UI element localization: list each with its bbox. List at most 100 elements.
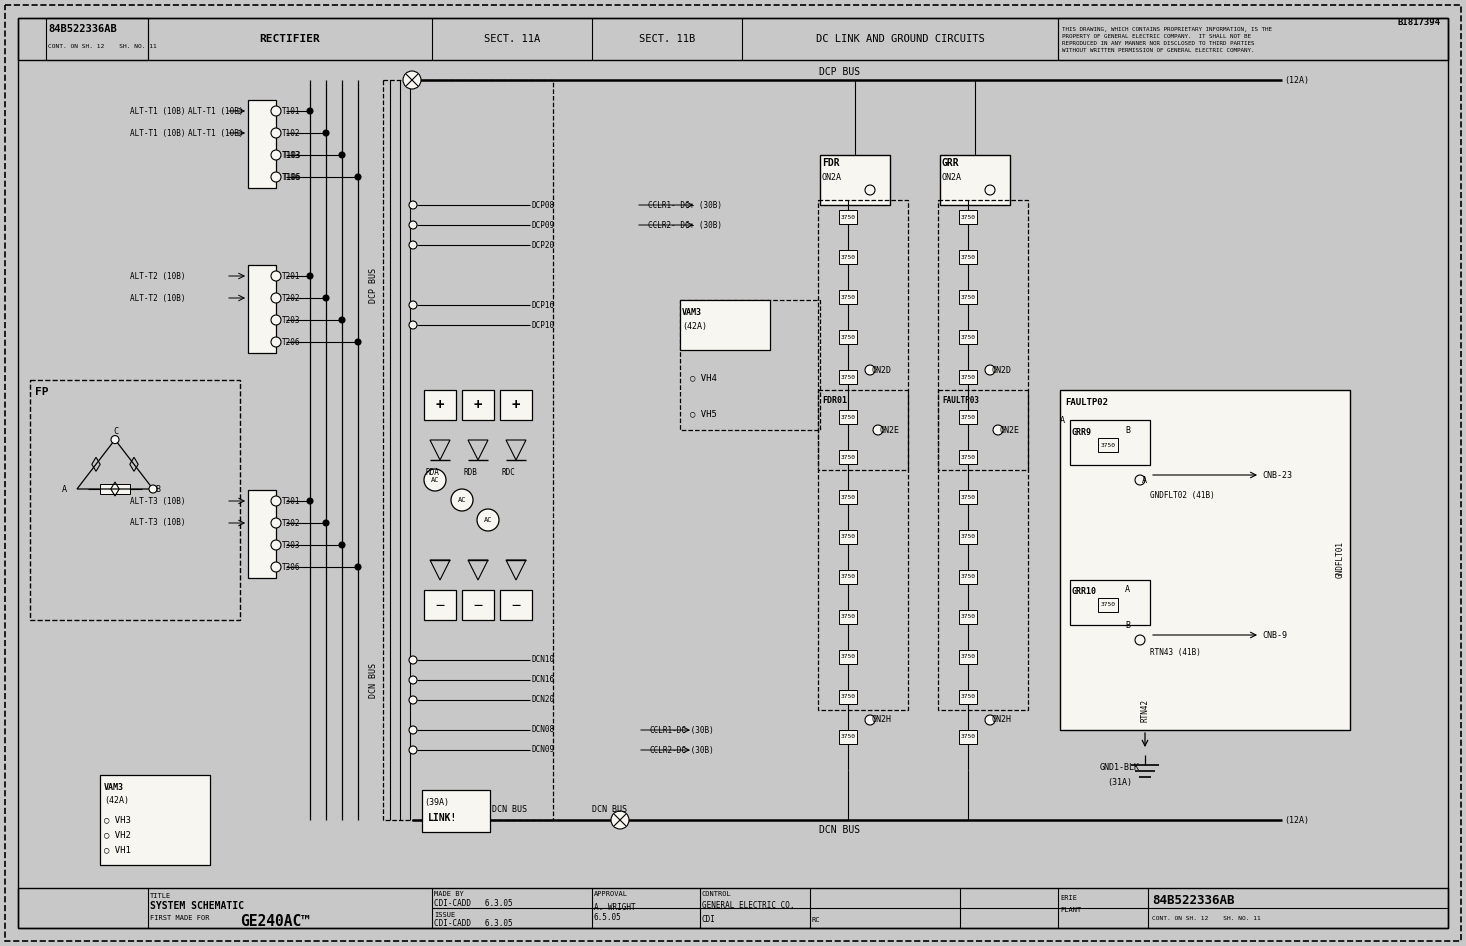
Text: A: A [62,484,67,494]
Text: 3750: 3750 [840,694,856,699]
Circle shape [306,273,314,279]
Text: (39A): (39A) [424,798,449,808]
Text: DCP08: DCP08 [532,201,556,209]
Text: ○ VH2: ○ VH2 [104,831,130,839]
Bar [18,888,1448,928]
Circle shape [872,425,883,435]
Circle shape [271,150,281,160]
Text: CDI: CDI [702,916,715,924]
Text: 3750: 3750 [960,215,975,219]
Text: 3750: 3750 [840,574,856,580]
Text: T206: T206 [281,338,301,346]
Bar [248,490,276,578]
Text: 3750: 3750 [960,335,975,340]
Text: 3750: 3750 [840,534,856,539]
Text: ON2A: ON2A [943,172,962,182]
Text: ○ VH4: ○ VH4 [690,374,717,382]
Bar [959,410,976,424]
Text: 3750: 3750 [960,495,975,499]
Text: 3750: 3750 [840,734,856,740]
Text: 6.5.05: 6.5.05 [594,914,622,922]
Text: GRR: GRR [943,158,960,168]
Text: CCLR1- DC+ (30B): CCLR1- DC+ (30B) [648,201,721,209]
Text: ISSUE: ISSUE [434,912,456,918]
Text: 3750: 3750 [1101,603,1116,607]
Text: ALT-T2 (10B): ALT-T2 (10B) [130,272,186,281]
Text: WITHOUT WRITTEN PERMISSION OF GENERAL ELECTRIC COMPANY.: WITHOUT WRITTEN PERMISSION OF GENERAL EL… [1061,47,1255,52]
Text: DCN BUS: DCN BUS [592,805,627,815]
Circle shape [476,509,498,531]
Bar [100,484,130,494]
Text: A: A [1060,415,1064,425]
Circle shape [271,172,281,182]
Text: 3750: 3750 [840,335,856,340]
Bar [29,380,240,620]
Text: RC: RC [812,917,821,923]
Text: AC: AC [484,517,493,523]
Text: (42A): (42A) [104,796,129,804]
Bar [422,790,490,832]
Bar [959,610,976,624]
Circle shape [409,241,416,249]
Bar [839,410,858,424]
Circle shape [1135,475,1145,485]
Text: 3750: 3750 [960,734,975,740]
Text: A. WRIGHT: A. WRIGHT [594,903,636,913]
Text: T202: T202 [281,293,301,303]
Circle shape [355,564,361,570]
Bar [424,390,456,420]
Text: GRR9: GRR9 [1072,428,1092,436]
Bar [462,590,494,620]
Text: T303: T303 [281,540,301,550]
Circle shape [409,696,416,704]
Bar [938,390,1028,470]
Text: FIRST MADE FOR: FIRST MADE FOR [150,915,210,921]
Bar [959,650,976,664]
Text: CCLR2-DC-(30B): CCLR2-DC-(30B) [649,745,715,755]
Text: FAULTP03: FAULTP03 [943,395,979,405]
Text: 3750: 3750 [840,294,856,300]
Bar [839,610,858,624]
Circle shape [409,656,416,664]
Text: CONT. ON SH. 12    SH. NO. 11: CONT. ON SH. 12 SH. NO. 11 [1152,916,1261,920]
Bar [959,570,976,584]
Circle shape [323,295,328,301]
Bar [45,18,148,60]
Text: RECTIFIER: RECTIFIER [259,34,321,44]
Circle shape [865,715,875,725]
Text: CNB-9: CNB-9 [1262,630,1287,639]
Text: +: + [512,398,520,412]
Bar [839,330,858,344]
Text: ○ VH1: ○ VH1 [104,846,130,854]
Circle shape [323,520,328,526]
Text: 84B522336AB: 84B522336AB [1152,895,1234,907]
Text: +: + [474,398,482,412]
Text: CDI-CADD   6.3.05: CDI-CADD 6.3.05 [434,920,513,929]
Bar [680,300,770,350]
Circle shape [985,185,995,195]
Bar [100,775,210,865]
Circle shape [323,130,328,136]
Bar [839,450,858,464]
Circle shape [409,746,416,754]
Text: ON2A: ON2A [822,172,841,182]
Text: ON2H: ON2H [872,715,891,725]
Bar [424,590,456,620]
Bar [938,200,1028,710]
Text: GND1-BLK: GND1-BLK [1100,763,1141,773]
Text: (31A): (31A) [1107,778,1133,786]
Text: DCN BUS: DCN BUS [493,805,526,815]
Text: ○ VH5: ○ VH5 [690,410,717,418]
Bar [839,210,858,224]
Text: ALT-T1 (10B): ALT-T1 (10B) [130,107,186,115]
Circle shape [992,425,1003,435]
Text: 3750: 3750 [960,574,975,580]
Circle shape [985,715,995,725]
Circle shape [409,201,416,209]
Bar [248,265,276,353]
Text: RDB: RDB [465,468,478,477]
Text: ERIE: ERIE [1060,895,1078,901]
Text: BI817394: BI817394 [1397,17,1440,26]
Text: B: B [155,484,160,494]
Text: ON2D: ON2D [872,365,891,375]
